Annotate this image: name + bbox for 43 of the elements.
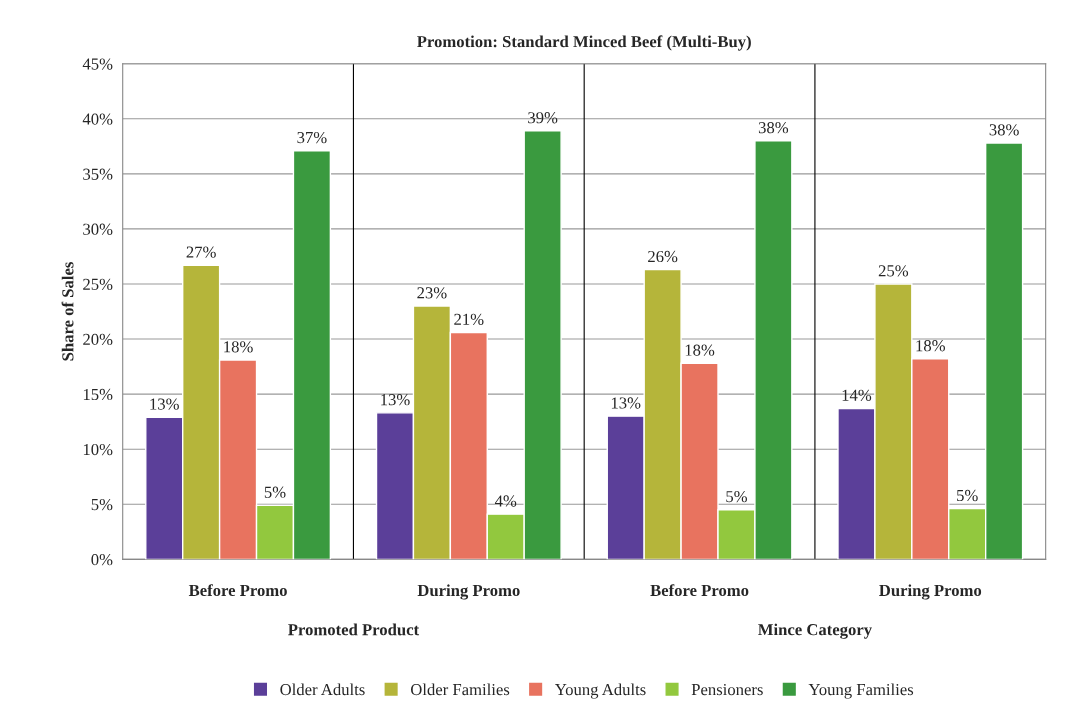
data-label: 5%	[264, 486, 286, 498]
data-label: 39%	[528, 112, 558, 124]
data-label: 4%	[494, 495, 517, 507]
y-tick-label: 45%	[82, 58, 113, 70]
data-label: 13%	[611, 397, 641, 409]
text: Mince Category	[758, 623, 872, 639]
data-label: 26%	[648, 250, 678, 263]
legend-label: Young Adults	[555, 683, 646, 699]
y-tick-label: 0%	[91, 554, 113, 566]
data-label: 13%	[150, 398, 179, 410]
data-label: 38%	[758, 122, 789, 134]
y-tick-label: 5%	[91, 498, 113, 511]
y-tick-label: 25%	[83, 278, 113, 290]
data-label: 5%	[957, 489, 978, 502]
data-label: 38%	[989, 124, 1019, 136]
data-label: 18%	[685, 344, 715, 356]
x-tick-label: During Promo	[417, 584, 520, 600]
data-label: 18%	[916, 340, 945, 352]
data-label: 14%	[842, 389, 872, 401]
legend-label: Young Families	[808, 683, 914, 699]
data-label: 25%	[878, 265, 909, 277]
data-label: 5%	[726, 490, 748, 503]
data-label: 37%	[297, 131, 327, 144]
y-tick-label: 30%	[83, 223, 113, 235]
y-tick-label: 15%	[83, 388, 113, 401]
data-label: 18%	[224, 341, 253, 353]
y-tick-label: 20%	[83, 333, 113, 346]
chart-title: Promotion: Standard Minced Beef (Multi-Buy)	[417, 35, 751, 51]
y-tick-label: 35%	[83, 168, 113, 180]
y-tick-label: 40%	[82, 113, 113, 125]
y-tick-label: 10%	[83, 443, 113, 456]
x-tick-label: Before Promo	[650, 584, 749, 597]
legend-label: Pensioners	[691, 683, 763, 696]
y-axis-title: Share of Sales	[61, 262, 74, 361]
legend-label: Older Adults	[280, 683, 365, 696]
text: Promoted Product	[288, 623, 420, 636]
data-label: 13%	[381, 394, 410, 406]
data-label: 23%	[417, 287, 447, 299]
x-tick-label: During Promo	[879, 584, 982, 600]
data-label: 27%	[186, 246, 216, 258]
data-label: 21%	[454, 313, 484, 325]
legend-label: Older Families	[410, 683, 510, 696]
x-tick-label: Before Promo	[188, 584, 287, 597]
